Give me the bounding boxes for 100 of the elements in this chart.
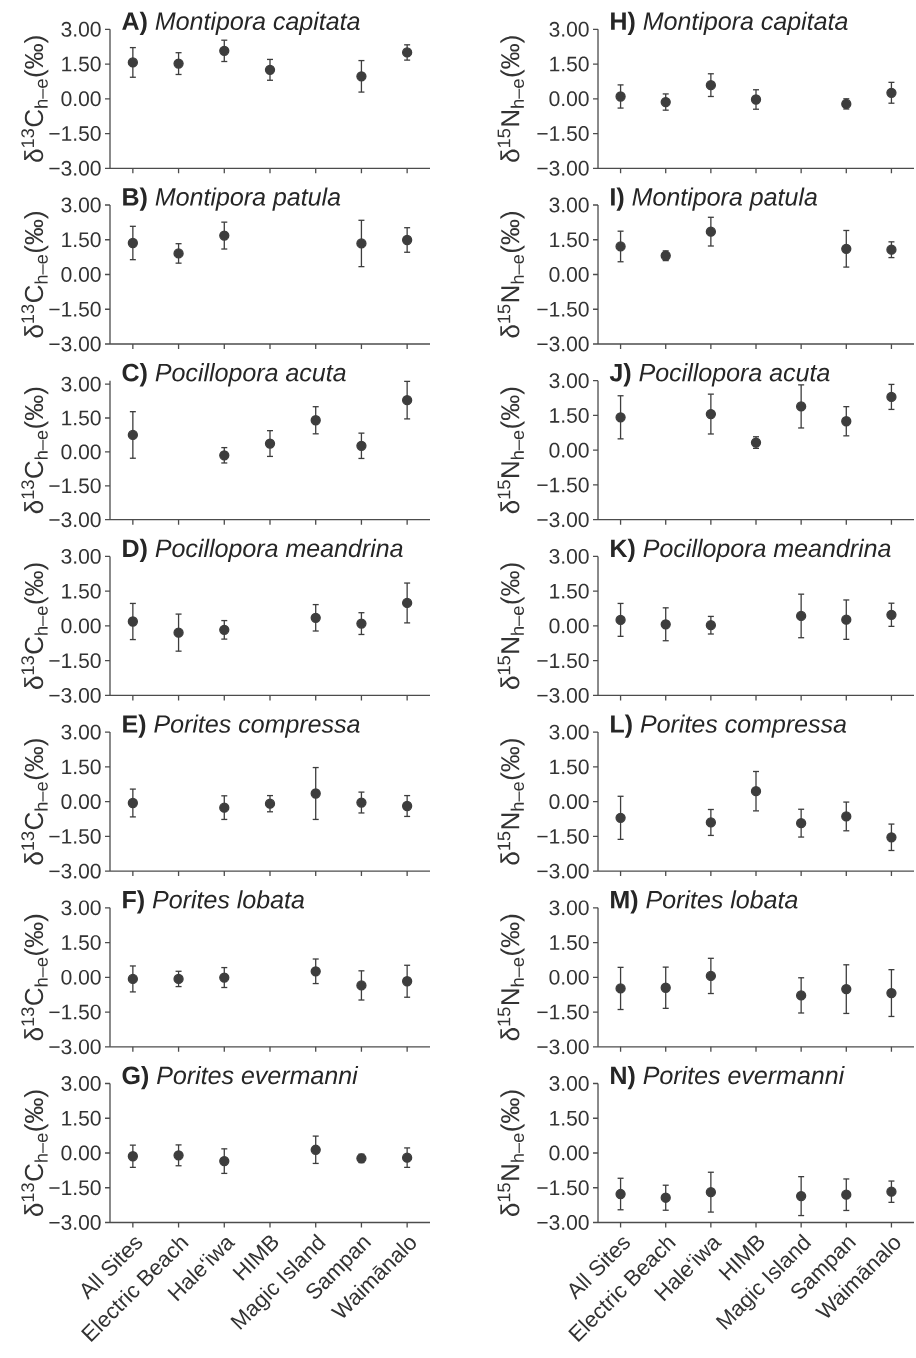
point	[841, 614, 852, 625]
point	[750, 94, 762, 105]
point	[705, 408, 717, 420]
point	[219, 624, 230, 635]
y-tick-label: 0.00	[549, 1145, 589, 1161]
y-tick-label: 3.00	[549, 900, 589, 916]
y-tick-label: −3.00	[49, 1215, 101, 1230]
point	[795, 401, 807, 412]
point	[401, 234, 413, 246]
y-axis-title: δ$^{15}$N$_{h–e}$(‰)	[497, 1090, 525, 1217]
y-tick-label: 3.00	[61, 197, 101, 213]
y-tick-label: 0.00	[61, 618, 101, 634]
point	[173, 627, 184, 638]
y-tick-label: 1.50	[550, 935, 589, 950]
y-tick-label: −1.50	[49, 1004, 101, 1020]
y-tick-label: 1.50	[62, 759, 101, 775]
point	[705, 226, 717, 237]
point	[173, 1150, 184, 1161]
y-axis-title: δ$^{15}$N$_{h–e}$(‰)	[497, 914, 525, 1041]
chart-title: C) Pocillopora acuta	[122, 363, 346, 387]
point	[615, 812, 626, 823]
point	[219, 1155, 230, 1167]
point	[173, 58, 184, 69]
y-tick-label: 1.50	[550, 232, 589, 248]
point	[219, 45, 230, 56]
y-tick-label: 1.50	[550, 1110, 589, 1126]
chart-title: D) Pocillopora meandrina	[123, 538, 403, 563]
chart-title: G) Porites evermanni	[122, 1065, 359, 1090]
y-tick-label: −1.50	[537, 653, 589, 669]
y-axis-title: δ$^{13}$C$_{h–e}$(‰)	[21, 739, 49, 865]
chart-title: L) Porites compressa	[611, 714, 847, 738]
point	[705, 620, 717, 631]
point	[127, 237, 139, 249]
y-axis-title: δ$^{13}$C$_{h–e}$(‰)	[21, 563, 49, 689]
y-axis-title: δ$^{13}$C$_{h–e}$(‰)	[21, 1090, 49, 1217]
y-tick-label: 3.00	[549, 724, 589, 740]
y-tick-label: 1.50	[62, 583, 101, 599]
y-tick-label: 1.50	[550, 759, 589, 775]
y-tick-label: −3.00	[49, 160, 101, 176]
chart-title: B) Montipora patula	[123, 187, 341, 211]
point	[705, 817, 717, 828]
point	[219, 450, 230, 461]
chart-title: J) Pocillopora acuta	[609, 363, 830, 387]
y-axis-title: δ$^{15}$N$_{h–e}$(‰)	[497, 212, 525, 338]
y-tick-label: 1.50	[550, 408, 589, 423]
point	[127, 1151, 139, 1162]
point	[127, 797, 139, 809]
y-tick-label: 3.00	[549, 373, 589, 389]
point	[841, 416, 852, 427]
chart-title: F) Porites lobata	[123, 890, 305, 914]
y-tick-label: 1.50	[62, 1110, 101, 1126]
point	[795, 818, 807, 829]
point	[886, 244, 897, 255]
y-tick-label: −1.50	[537, 126, 589, 141]
point	[127, 973, 139, 985]
point	[401, 1152, 413, 1163]
y-axis-title: δ$^{13}$C$_{h–e}$(‰)	[21, 212, 49, 338]
point	[310, 415, 321, 426]
point	[615, 91, 626, 102]
point	[219, 230, 230, 241]
point	[219, 802, 230, 813]
point	[886, 87, 897, 98]
point	[173, 973, 184, 985]
point	[841, 983, 852, 995]
point	[356, 71, 367, 82]
point	[705, 970, 717, 982]
point	[356, 238, 367, 249]
y-tick-label: 0.00	[549, 618, 589, 634]
y-tick-label: −3.00	[537, 1215, 589, 1230]
y-tick-label: 0.00	[61, 444, 101, 460]
point	[886, 609, 897, 620]
chart-title: H) Montipora capitata	[611, 11, 848, 35]
y-tick-label: −1.50	[49, 653, 101, 669]
point	[310, 612, 321, 623]
chart-title: E) Porites compressa	[123, 714, 360, 738]
y-tick-label: 3.00	[61, 900, 101, 916]
point	[795, 990, 807, 1001]
y-tick-label: 3.00	[61, 21, 101, 37]
y-tick-label: 3.00	[61, 548, 101, 564]
point	[310, 788, 321, 799]
y-tick-label: −1.50	[537, 828, 589, 844]
y-tick-label: 1.50	[62, 56, 101, 72]
point	[401, 976, 413, 987]
y-tick-label: 0.00	[61, 969, 101, 985]
y-tick-label: 0.00	[549, 91, 589, 107]
y-tick-label: 3.00	[549, 1076, 589, 1091]
point	[127, 57, 139, 68]
chart-title: M) Porites lobata	[611, 890, 798, 914]
point	[310, 1144, 321, 1155]
y-tick-label: 3.00	[549, 548, 589, 564]
point	[615, 983, 626, 994]
y-tick-label: −1.50	[49, 478, 101, 494]
y-tick-label: −3.00	[49, 1039, 101, 1055]
point	[886, 391, 897, 403]
y-tick-label: 1.50	[62, 232, 101, 248]
y-tick-label: 3.00	[61, 376, 101, 392]
y-tick-label: −3.00	[537, 160, 589, 176]
y-tick-label: 1.50	[550, 583, 589, 599]
point	[705, 79, 717, 91]
point	[660, 619, 671, 630]
